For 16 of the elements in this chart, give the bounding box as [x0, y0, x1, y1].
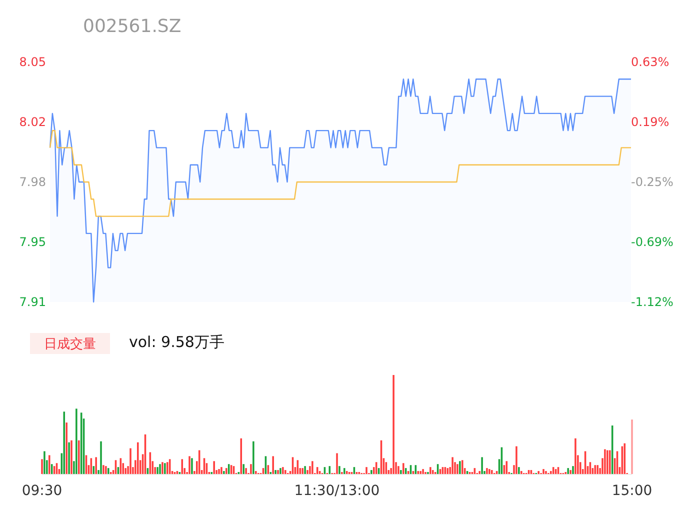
text: vol: 9.58万手 — [129, 333, 224, 351]
y2-tick-label: -0.69% — [631, 235, 674, 249]
y-tick-label: 7.95 — [19, 235, 46, 249]
y2-tick-label: -1.12% — [631, 295, 674, 309]
x-tick-label: 15:00 — [612, 483, 652, 499]
y-tick-label: 7.91 — [19, 295, 46, 309]
y-tick-label: 8.02 — [19, 115, 46, 129]
y-tick-label: 8.05 — [19, 55, 46, 69]
y2-tick-label: -0.25% — [631, 175, 674, 189]
x-tick-label: 11:30/13:00 — [294, 483, 380, 499]
chart-title: 002561.SZ — [83, 16, 182, 37]
y-tick-label: 7.98 — [19, 175, 46, 189]
y2-tick-label: 0.63% — [631, 55, 670, 69]
y2-tick-label: 0.19% — [631, 115, 670, 129]
text: 日成交量 — [44, 336, 96, 352]
x-tick-label: 09:30 — [22, 483, 62, 499]
